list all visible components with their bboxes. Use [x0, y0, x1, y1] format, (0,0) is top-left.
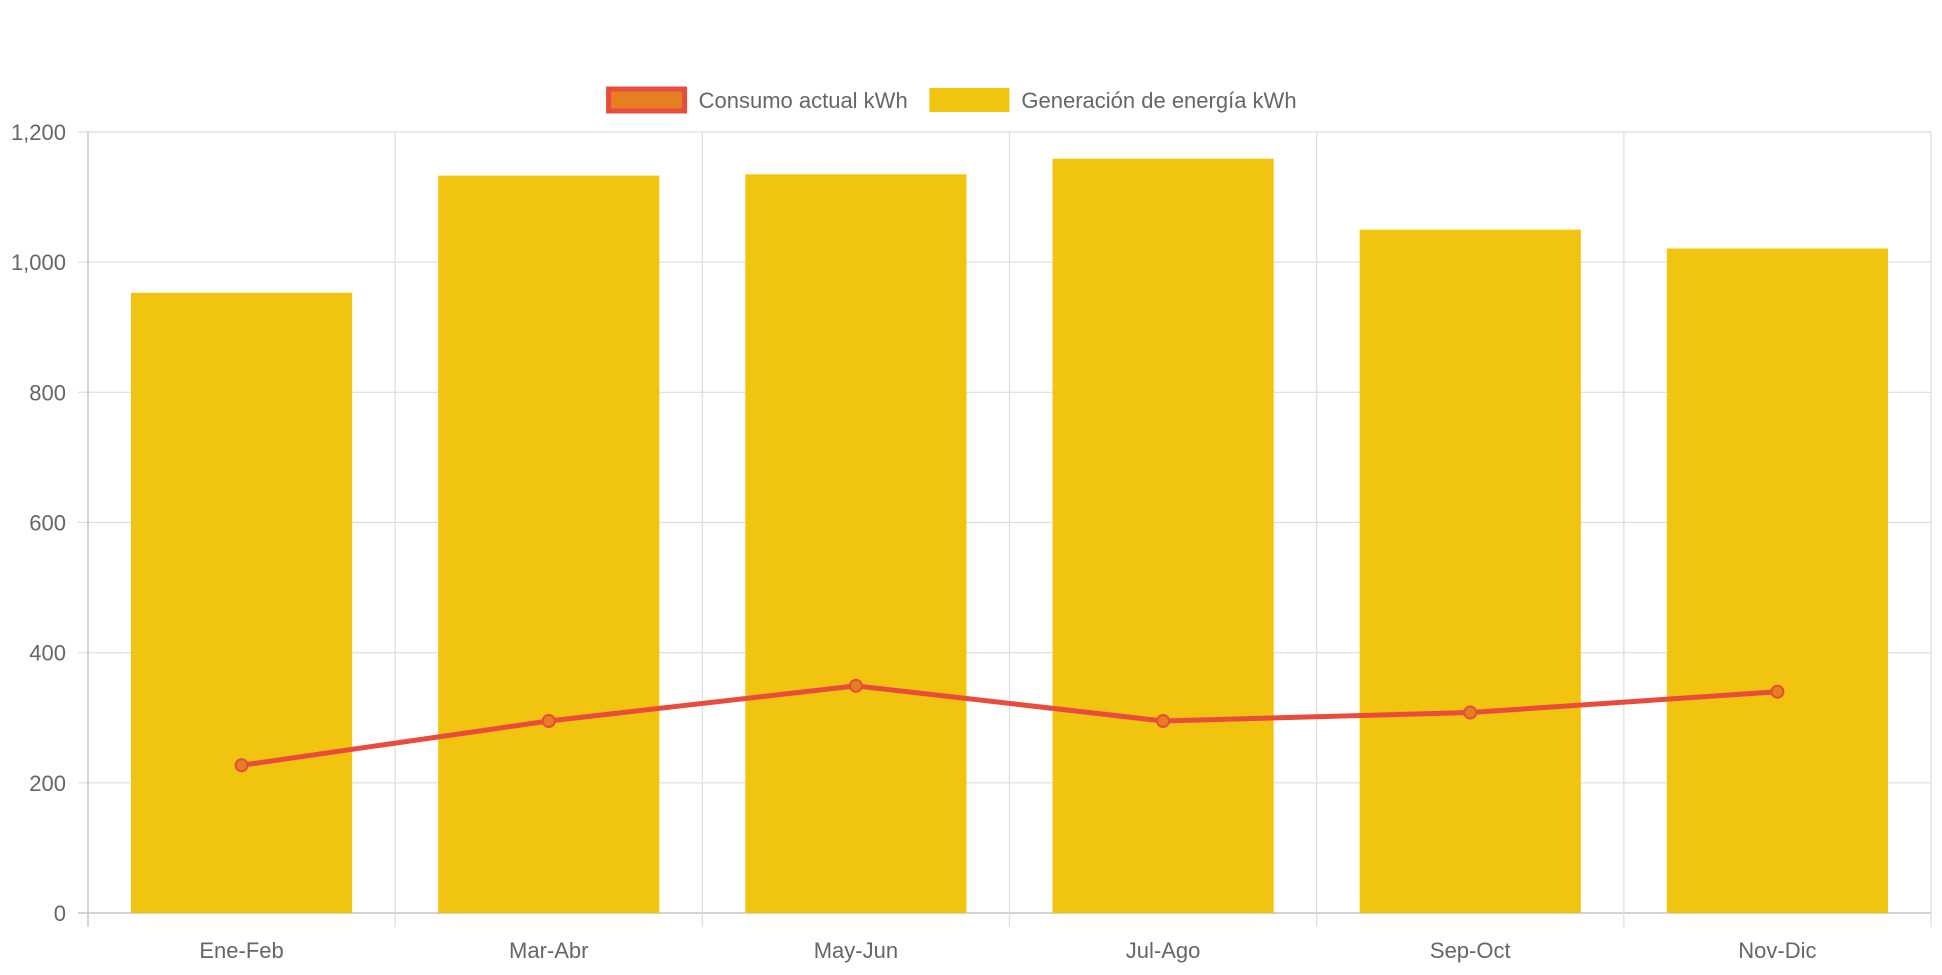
legend-item-consumption[interactable]: Consumo actual kWh	[606, 86, 908, 114]
generation-bar[interactable]	[1052, 158, 1274, 913]
legend[interactable]: Consumo actual kWh Generación de energía …	[606, 86, 1297, 114]
generation-bars	[131, 158, 1888, 914]
axes: 0 200 400 600 800 1,000 1,200 Ene-Feb Mar-Abr May…	[11, 120, 1817, 963]
x-tick-label: Sep-Oct	[1430, 938, 1511, 963]
legend-label: Consumo actual kWh	[699, 88, 908, 113]
generation-bar[interactable]	[1666, 248, 1888, 914]
x-tick-label: Nov-Dic	[1738, 938, 1816, 963]
consumption-point[interactable]	[234, 758, 249, 773]
y-tick-label: 1,000	[11, 250, 66, 275]
legend-swatch-generation	[929, 88, 1010, 112]
consumption-line-path	[239, 683, 1780, 768]
consumption-point[interactable]	[1156, 714, 1171, 729]
x-tick-label: Jul-Ago	[1126, 938, 1201, 963]
consumption-line	[234, 678, 1785, 773]
consumption-point[interactable]	[1463, 705, 1478, 720]
legend-label: Generación de energía kWh	[1021, 88, 1296, 113]
generation-bar[interactable]	[131, 292, 353, 913]
y-tick-label: 1,200	[11, 120, 66, 145]
y-tick-label: 800	[29, 380, 66, 405]
x-tick-label: Ene-Feb	[199, 938, 283, 963]
legend-item-generation[interactable]: Generación de energía kWh	[929, 88, 1297, 113]
grid-lines	[78, 131, 1932, 927]
consumption-point[interactable]	[541, 714, 556, 729]
consumption-point[interactable]	[1770, 684, 1785, 699]
y-tick-label: 200	[29, 771, 66, 796]
generation-bar[interactable]	[745, 174, 967, 913]
y-tick-label: 600	[29, 511, 66, 536]
x-tick-label: May-Jun	[814, 938, 898, 963]
y-tick-label: 0	[54, 901, 66, 926]
generation-bar[interactable]	[438, 175, 660, 913]
y-tick-label: 400	[29, 641, 66, 666]
generation-bar[interactable]	[1359, 229, 1581, 913]
consumption-point[interactable]	[848, 678, 863, 693]
x-tick-label: Mar-Abr	[509, 938, 588, 963]
legend-swatch-consumption	[606, 86, 688, 114]
